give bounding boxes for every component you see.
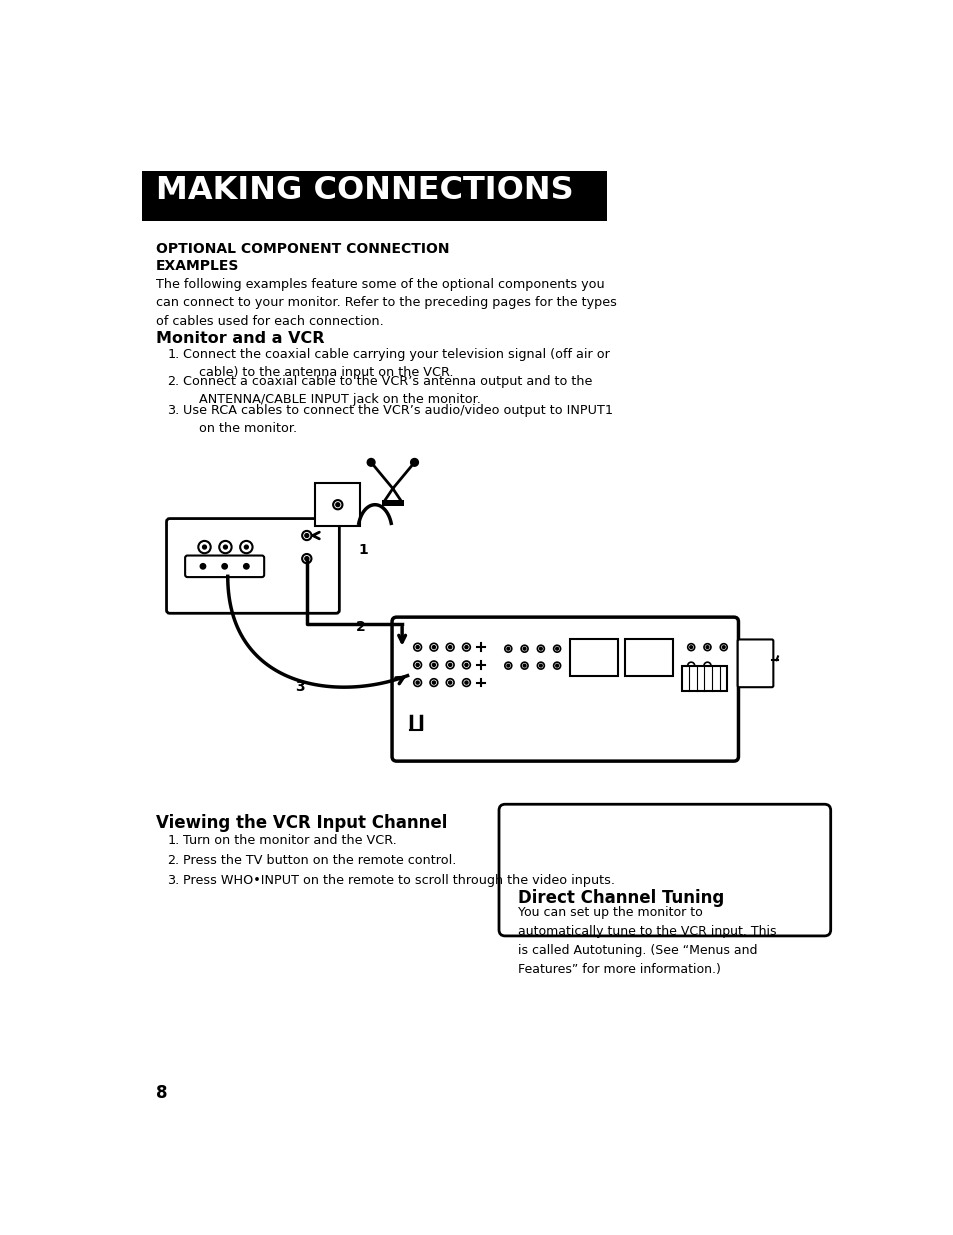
Circle shape [200,563,206,569]
Text: You can set up the monitor to
automatically tune to the VCR input. This
is calle: You can set up the monitor to automatica… [517,906,776,976]
Text: Press WHO•INPUT on the remote to scroll through the video inputs.: Press WHO•INPUT on the remote to scroll … [183,873,614,887]
Circle shape [244,545,248,550]
Text: 8: 8 [155,1084,167,1102]
Text: EXAMPLES: EXAMPLES [155,259,239,273]
Circle shape [448,663,452,667]
Circle shape [367,458,375,466]
Bar [624,638,672,676]
Bar [142,172,607,221]
Circle shape [243,563,249,569]
Circle shape [353,540,373,561]
Text: 3.: 3. [167,404,179,417]
Text: 3: 3 [294,680,304,694]
Circle shape [556,664,558,667]
Text: OPTIONAL COMPONENT CONNECTION: OPTIONAL COMPONENT CONNECTION [155,242,449,256]
Circle shape [222,563,227,569]
Circle shape [416,663,418,667]
Polygon shape [381,500,403,506]
Circle shape [410,458,418,466]
Circle shape [721,646,724,648]
Circle shape [464,663,468,667]
Circle shape [432,646,435,648]
Circle shape [464,646,468,648]
Circle shape [506,664,509,667]
Bar [570,638,618,676]
Text: 1.: 1. [167,834,179,846]
Circle shape [689,646,692,648]
Circle shape [223,545,227,550]
Bar [681,666,726,692]
Text: Connect a coaxial cable to the VCR’s antenna output and to the
    ANTENNA/CABLE: Connect a coaxial cable to the VCR’s ant… [183,375,592,406]
Circle shape [448,646,452,648]
Text: 2: 2 [355,620,366,634]
Circle shape [522,664,525,667]
Circle shape [506,647,509,650]
Circle shape [416,680,418,684]
Circle shape [448,680,452,684]
Circle shape [416,646,418,648]
Text: 1: 1 [358,543,368,557]
Text: Direct Channel Tuning: Direct Channel Tuning [517,889,723,906]
Circle shape [335,503,339,506]
Text: Monitor and a VCR: Monitor and a VCR [155,331,324,346]
Bar [315,483,360,526]
FancyBboxPatch shape [737,640,773,687]
Text: 2.: 2. [167,853,179,867]
Circle shape [404,710,427,734]
Circle shape [522,647,525,650]
Text: 3.: 3. [167,873,179,887]
Circle shape [305,557,309,561]
Text: Viewing the VCR Input Channel: Viewing the VCR Input Channel [155,814,447,832]
Text: 1.: 1. [167,348,179,362]
FancyBboxPatch shape [392,618,738,761]
Text: 2.: 2. [167,375,179,388]
Circle shape [305,534,309,537]
FancyBboxPatch shape [167,519,339,614]
Circle shape [464,680,468,684]
Circle shape [538,647,541,650]
Text: Press the TV button on the remote control.: Press the TV button on the remote contro… [183,853,456,867]
Circle shape [351,618,371,637]
Text: MAKING CONNECTIONS: MAKING CONNECTIONS [156,175,574,206]
Text: Turn on the monitor and the VCR.: Turn on the monitor and the VCR. [183,834,396,846]
Circle shape [538,664,541,667]
Text: The following examples feature some of the optional components you
can connect t: The following examples feature some of t… [155,278,616,327]
Circle shape [290,677,310,698]
FancyBboxPatch shape [185,556,264,577]
Circle shape [705,646,708,648]
Circle shape [398,705,433,739]
Circle shape [432,680,435,684]
Circle shape [432,663,435,667]
Circle shape [202,545,206,550]
FancyBboxPatch shape [498,804,830,936]
Text: Use RCA cables to connect the VCR’s audio/video output to INPUT1
    on the moni: Use RCA cables to connect the VCR’s audi… [183,404,612,435]
Text: Connect the coaxial cable carrying your television signal (off air or
    cable): Connect the coaxial cable carrying your … [183,348,609,379]
Circle shape [556,647,558,650]
